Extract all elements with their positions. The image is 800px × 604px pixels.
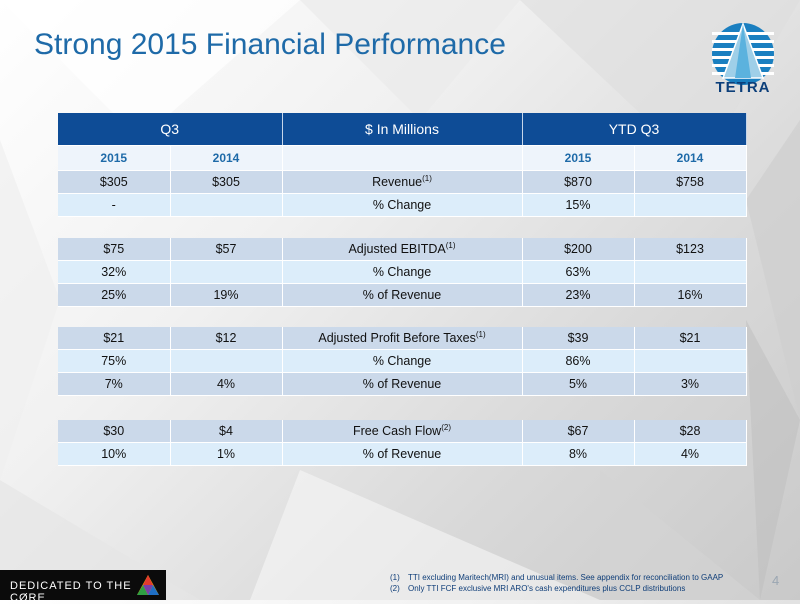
page-title: Strong 2015 Financial Performance: [34, 28, 506, 61]
row-label: % Change: [282, 349, 523, 373]
row-label: Revenue(1): [282, 170, 523, 194]
table-header-row: Q3 $ In Millions YTD Q3: [58, 113, 747, 146]
table-cell: $870: [522, 170, 635, 194]
table-row: 32% % Change 63%: [58, 260, 747, 284]
footnote: (1) TTI excluding Maritech(MRI) and unusu…: [390, 573, 724, 582]
footnote: (2) Only TTI FCF exclusive MRI ARO's cash…: [390, 584, 686, 593]
table-cell: $12: [170, 327, 283, 350]
row-label: Adjusted Profit Before Taxes(1): [282, 327, 523, 350]
table-cell: 10%: [58, 442, 171, 466]
row-label: % of Revenue: [282, 283, 523, 307]
table-cell: 4%: [170, 372, 283, 396]
table-cell: $75: [58, 238, 171, 261]
header-units: $ In Millions: [282, 113, 523, 146]
year-cell: 2014: [634, 145, 747, 171]
footnote-ref: (1): [445, 241, 456, 251]
table-row: $75 $57 Adjusted EBITDA(1) $200 $123: [58, 238, 747, 261]
table-cell: $200: [522, 238, 635, 261]
table-cell: 4%: [634, 442, 747, 466]
year-cell: 2014: [170, 145, 283, 171]
financial-table-revenue: Q3 $ In Millions YTD Q3 2015 2014 2015 2…: [58, 113, 747, 217]
table-cell: 1%: [170, 442, 283, 466]
table-cell: 16%: [634, 283, 747, 307]
year-cell: 2015: [522, 145, 635, 171]
header-ytd: YTD Q3: [522, 113, 747, 146]
table-cell: [634, 260, 747, 284]
year-row: 2015 2014 2015 2014: [58, 145, 747, 171]
table-cell: [170, 260, 283, 284]
table-cell: 19%: [170, 283, 283, 307]
table-cell: 15%: [522, 193, 635, 217]
footnote-ref: (2): [441, 423, 451, 433]
footnotes: (1) TTI excluding Maritech(MRI) and unusu…: [390, 572, 723, 594]
table-cell: -: [58, 193, 171, 217]
table-row: 75% % Change 86%: [58, 349, 747, 373]
footnote-ref: (1): [422, 174, 432, 184]
year-cell: 2015: [58, 145, 171, 171]
table-row: 7% 4% % of Revenue 5% 3%: [58, 372, 747, 396]
table-cell: $67: [522, 420, 635, 443]
table-cell: 63%: [522, 260, 635, 284]
triangle-logo-icon: [137, 575, 159, 595]
table-row: 25% 19% % of Revenue 23% 16%: [58, 283, 747, 307]
row-label: Adjusted EBITDA(1): [282, 238, 523, 261]
table-cell: $4: [170, 420, 283, 443]
row-label: Free Cash Flow(2): [282, 420, 523, 443]
table-cell: 86%: [522, 349, 635, 373]
table-row: - % Change 15%: [58, 193, 747, 217]
year-cell: [282, 145, 523, 171]
table-cell: $758: [634, 170, 747, 194]
table-cell: 3%: [634, 372, 747, 396]
table-row: $21 $12 Adjusted Profit Before Taxes(1) …: [58, 327, 747, 350]
table-row: 10% 1% % of Revenue 8% 4%: [58, 442, 747, 466]
header-q3: Q3: [58, 113, 283, 146]
row-label: % Change: [282, 193, 523, 217]
table-cell: [634, 349, 747, 373]
footer-banner: DEDICATED TO THE CØRE: [0, 570, 166, 604]
financial-table-ebitda: $75 $57 Adjusted EBITDA(1) $200 $123 32%…: [58, 238, 747, 307]
table-cell: [170, 349, 283, 373]
table-cell: 8%: [522, 442, 635, 466]
logo-text: TETRA: [715, 79, 771, 96]
table-cell: 75%: [58, 349, 171, 373]
financial-table-pbt: $21 $12 Adjusted Profit Before Taxes(1) …: [58, 327, 747, 396]
page-number: 4: [772, 573, 780, 588]
financial-table-fcf: $30 $4 Free Cash Flow(2) $67 $28 10% 1% …: [58, 420, 747, 466]
table-cell: 23%: [522, 283, 635, 307]
table-cell: $57: [170, 238, 283, 261]
table-cell: $30: [58, 420, 171, 443]
table-row: $305 $305 Revenue(1) $870 $758: [58, 170, 747, 194]
table-cell: $305: [58, 170, 171, 194]
row-label: % of Revenue: [282, 372, 523, 396]
row-label: % Change: [282, 260, 523, 284]
tetra-logo-icon: [712, 21, 774, 85]
table-cell: 25%: [58, 283, 171, 307]
table-cell: $21: [58, 327, 171, 350]
footnote-ref: (1): [475, 330, 486, 340]
table-cell: 32%: [58, 260, 171, 284]
table-cell: $123: [634, 238, 747, 261]
table-row: $30 $4 Free Cash Flow(2) $67 $28: [58, 420, 747, 443]
table-cell: [634, 193, 747, 217]
table-cell: $305: [170, 170, 283, 194]
table-cell: $39: [522, 327, 635, 350]
table-cell: $21: [634, 327, 747, 350]
table-cell: $28: [634, 420, 747, 443]
table-cell: [170, 193, 283, 217]
table-cell: 5%: [522, 372, 635, 396]
row-label: % of Revenue: [282, 442, 523, 466]
table-cell: 7%: [58, 372, 171, 396]
